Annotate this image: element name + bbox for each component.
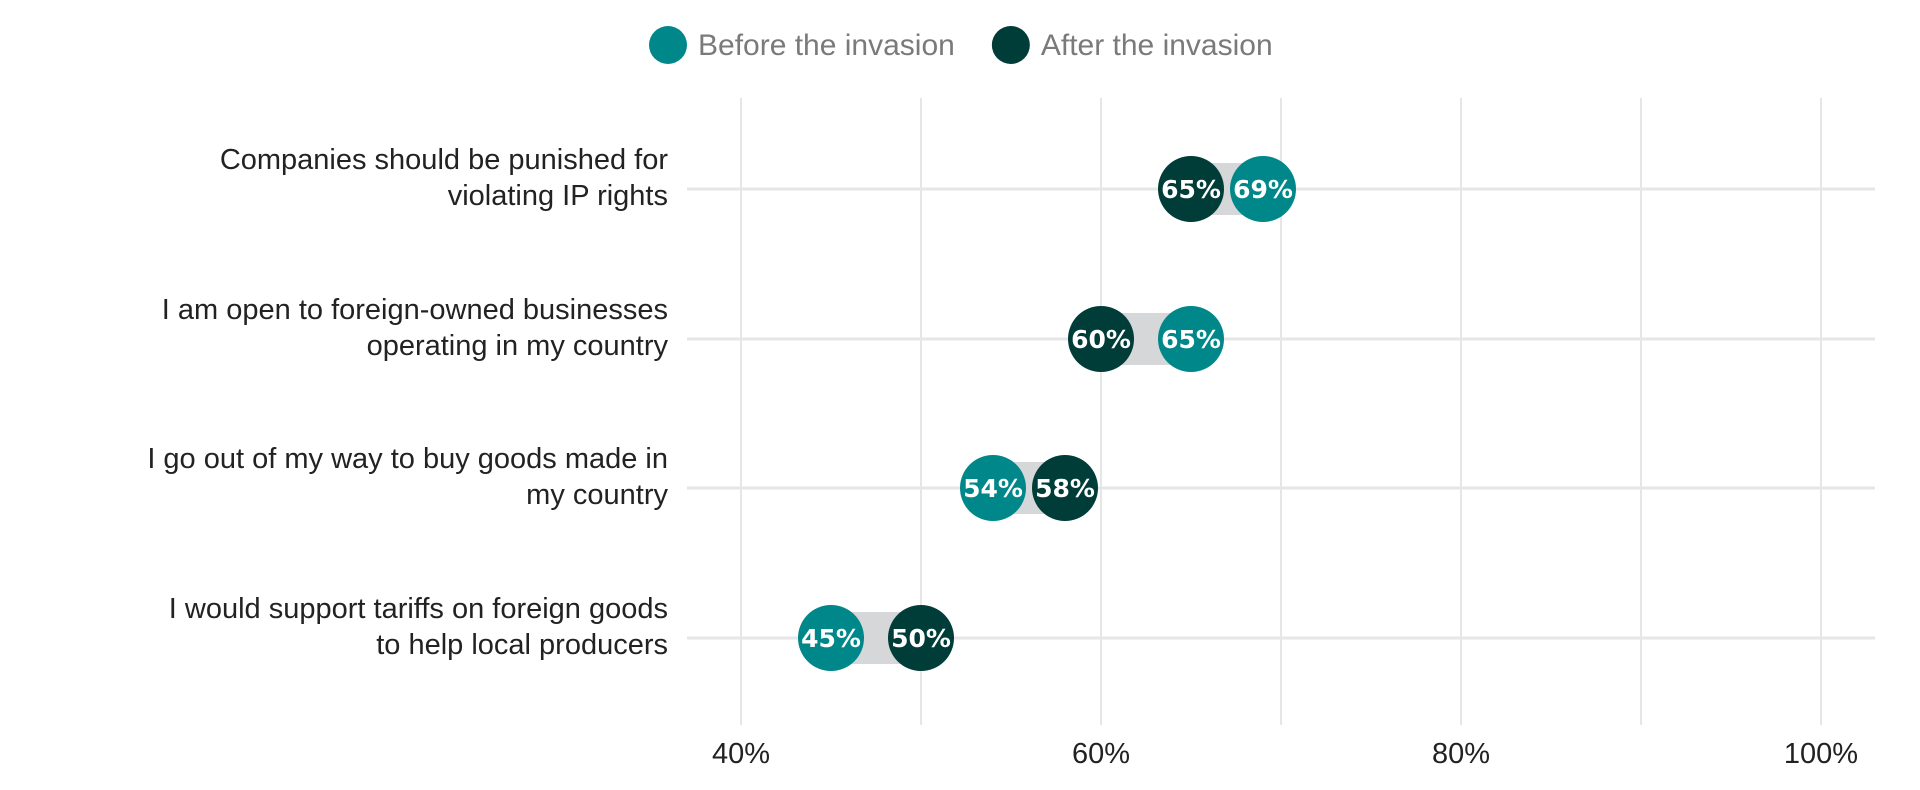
before-value-label: 65% [1161,325,1221,354]
legend: Before the invasion After the invasion [649,26,1273,64]
after-value-label: 60% [1071,325,1131,354]
before-value-label: 45% [801,624,861,653]
legend-label: Before the invasion [698,29,955,62]
after-dot [1032,455,1098,521]
category-labels: Companies should be punished for violatin… [147,144,668,661]
after-dot [888,605,954,671]
category-label-line: Companies should be punished for [220,144,669,176]
x-axis-ticks: 40% 60% 80% 100% [712,738,1858,770]
dot-layer: 69% 65% 65% 60% 54% 58% 45% 50% [798,156,1296,671]
category-label-line: I go out of my way to buy goods made in [147,443,668,475]
legend-swatch [991,26,1030,64]
x-tick-label: 40% [712,738,770,770]
after-value-label: 50% [891,624,951,653]
legend-swatch [649,26,687,64]
after-dot [1158,156,1224,222]
after-dot [1068,306,1134,372]
after-value-label: 58% [1035,474,1095,503]
before-dot [1230,156,1296,222]
category-label-line: to help local producers [376,629,668,661]
after-value-label: 65% [1161,175,1221,204]
category-label-line: violating IP rights [448,180,668,212]
category-label-line: I would support tariffs on foreign goods [169,593,668,625]
category-label-line: operating in my country [367,330,669,362]
x-tick-label: 80% [1432,738,1490,770]
connector-layer [831,163,1263,664]
before-dot [960,455,1026,521]
before-value-label: 54% [963,474,1023,503]
category-label-line: I am open to foreign-owned businesses [162,294,668,326]
before-value-label: 69% [1233,175,1293,204]
category-label-line: my country [526,479,668,511]
x-tick-label: 60% [1072,738,1130,770]
x-tick-label: 100% [1784,738,1858,770]
before-dot [1158,306,1224,372]
before-dot [798,605,864,671]
legend-label: After the invasion [1041,29,1273,62]
